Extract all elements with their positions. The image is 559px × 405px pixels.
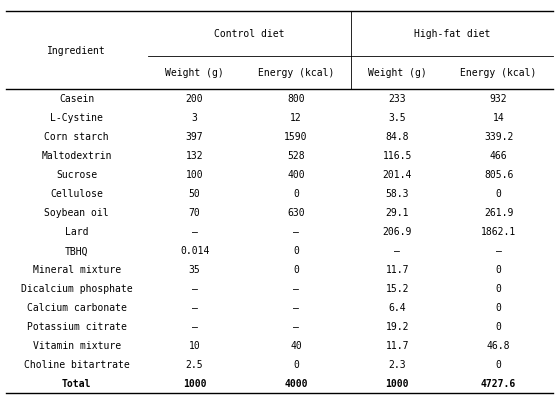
Text: 15.2: 15.2 — [386, 284, 409, 294]
Text: 1862.1: 1862.1 — [481, 227, 517, 237]
Text: Weight (g): Weight (g) — [368, 68, 427, 78]
Text: L-Cystine: L-Cystine — [50, 113, 103, 123]
Text: –: – — [192, 303, 197, 313]
Text: –: – — [192, 322, 197, 331]
Text: 70: 70 — [189, 208, 201, 218]
Text: 58.3: 58.3 — [386, 189, 409, 199]
Text: 11.7: 11.7 — [386, 341, 409, 350]
Text: –: – — [394, 246, 400, 256]
Text: 201.4: 201.4 — [382, 170, 412, 180]
Text: 528: 528 — [287, 151, 305, 161]
Text: Choline bitartrate: Choline bitartrate — [24, 359, 130, 369]
Text: 800: 800 — [287, 94, 305, 104]
Text: Soybean oil: Soybean oil — [45, 208, 109, 218]
Text: –: – — [293, 303, 299, 313]
Text: 29.1: 29.1 — [386, 208, 409, 218]
Text: 261.9: 261.9 — [484, 208, 513, 218]
Text: –: – — [192, 284, 197, 294]
Text: 116.5: 116.5 — [382, 151, 412, 161]
Text: 19.2: 19.2 — [386, 322, 409, 331]
Text: 400: 400 — [287, 170, 305, 180]
Text: 466: 466 — [490, 151, 508, 161]
Text: 2.5: 2.5 — [186, 359, 203, 369]
Text: Lard: Lard — [65, 227, 88, 237]
Text: –: – — [293, 322, 299, 331]
Text: 0: 0 — [496, 359, 501, 369]
Text: Calcium carbonate: Calcium carbonate — [27, 303, 127, 313]
Text: 11.7: 11.7 — [386, 264, 409, 275]
Text: 35: 35 — [189, 264, 201, 275]
Text: 1590: 1590 — [284, 132, 307, 142]
Text: TBHQ: TBHQ — [65, 246, 88, 256]
Text: 339.2: 339.2 — [484, 132, 513, 142]
Text: 200: 200 — [186, 94, 203, 104]
Text: Dicalcium phosphate: Dicalcium phosphate — [21, 284, 132, 294]
Text: 0: 0 — [496, 189, 501, 199]
Text: –: – — [496, 246, 501, 256]
Text: Vitamin mixture: Vitamin mixture — [33, 341, 121, 350]
Text: 0: 0 — [496, 303, 501, 313]
Text: 4000: 4000 — [284, 378, 307, 388]
Text: 0: 0 — [293, 264, 299, 275]
Text: 12: 12 — [290, 113, 302, 123]
Text: 100: 100 — [186, 170, 203, 180]
Text: 397: 397 — [186, 132, 203, 142]
Text: Control diet: Control diet — [214, 30, 285, 39]
Text: 6.4: 6.4 — [389, 303, 406, 313]
Text: 932: 932 — [490, 94, 508, 104]
Text: Energy (kcal): Energy (kcal) — [461, 68, 537, 78]
Text: 0: 0 — [496, 284, 501, 294]
Text: 46.8: 46.8 — [487, 341, 510, 350]
Text: 805.6: 805.6 — [484, 170, 513, 180]
Text: –: – — [192, 227, 197, 237]
Text: 3.5: 3.5 — [389, 113, 406, 123]
Text: 1000: 1000 — [386, 378, 409, 388]
Text: 0: 0 — [496, 264, 501, 275]
Text: Mineral mixture: Mineral mixture — [33, 264, 121, 275]
Text: Weight (g): Weight (g) — [165, 68, 224, 78]
Text: 0: 0 — [293, 359, 299, 369]
Text: Casein: Casein — [59, 94, 94, 104]
Text: 3: 3 — [192, 113, 197, 123]
Text: High-fat diet: High-fat diet — [414, 30, 490, 39]
Text: 84.8: 84.8 — [386, 132, 409, 142]
Text: 0: 0 — [293, 246, 299, 256]
Text: 1000: 1000 — [183, 378, 206, 388]
Text: 4727.6: 4727.6 — [481, 378, 517, 388]
Text: 2.3: 2.3 — [389, 359, 406, 369]
Text: Potassium citrate: Potassium citrate — [27, 322, 127, 331]
Text: Total: Total — [62, 378, 92, 388]
Text: Maltodextrin: Maltodextrin — [41, 151, 112, 161]
Text: 0: 0 — [496, 322, 501, 331]
Text: –: – — [293, 284, 299, 294]
Text: 0: 0 — [293, 189, 299, 199]
Text: 233: 233 — [389, 94, 406, 104]
Text: 10: 10 — [189, 341, 201, 350]
Text: Energy (kcal): Energy (kcal) — [258, 68, 334, 78]
Text: 206.9: 206.9 — [382, 227, 412, 237]
Text: 40: 40 — [290, 341, 302, 350]
Text: 50: 50 — [189, 189, 201, 199]
Text: 630: 630 — [287, 208, 305, 218]
Text: 0.014: 0.014 — [180, 246, 209, 256]
Text: 132: 132 — [186, 151, 203, 161]
Text: Corn starch: Corn starch — [45, 132, 109, 142]
Text: 14: 14 — [492, 113, 505, 123]
Text: –: – — [293, 227, 299, 237]
Text: Cellulose: Cellulose — [50, 189, 103, 199]
Text: Ingredient: Ingredient — [48, 46, 106, 56]
Text: Sucrose: Sucrose — [56, 170, 97, 180]
